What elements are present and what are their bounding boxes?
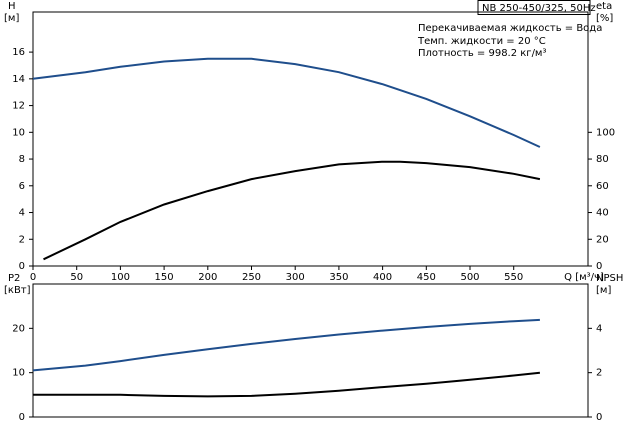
y-tick-label: 4 — [19, 208, 25, 219]
x-tick-label: 500 — [460, 272, 479, 283]
y-axis-label: H — [8, 1, 16, 12]
title-box — [477, 0, 591, 15]
y-tick-label: 10 — [12, 127, 25, 138]
x-tick-label: 150 — [155, 272, 174, 283]
y2-tick-label: 60 — [596, 181, 609, 192]
x-tick-label: 550 — [504, 272, 523, 283]
x-tick-label: 350 — [329, 272, 348, 283]
y-tick-label: 8 — [19, 154, 25, 165]
x-tick-label: 50 — [70, 272, 83, 283]
y-tick-label: 20 — [12, 323, 25, 334]
x-axis-label: Q [м³/ч] — [564, 272, 604, 283]
y-tick-label: 6 — [19, 181, 25, 192]
y2-tick-label: 4 — [596, 323, 602, 334]
y-axis-unit: [м] — [4, 13, 19, 24]
x-tick-label: 250 — [242, 272, 261, 283]
y-tick-label: 0 — [19, 412, 25, 423]
y2-axis-label: NPSH — [596, 273, 623, 284]
x-tick-label: 400 — [373, 272, 392, 283]
y2-axis-unit: [м] — [596, 285, 611, 296]
y2-tick-label: 0 — [596, 412, 602, 423]
y2-tick-label: 100 — [596, 127, 615, 138]
y2-axis-unit: [%] — [596, 13, 613, 24]
y-tick-label: 10 — [12, 368, 25, 379]
curve — [32, 57, 541, 148]
y2-tick-label: 0 — [596, 261, 602, 272]
y2-tick-label: 40 — [596, 208, 609, 219]
note: Перекачиваемая жидкость = Вода — [418, 23, 602, 34]
y-tick-label: 16 — [12, 47, 25, 58]
x-tick-label: 450 — [417, 272, 436, 283]
curve — [32, 318, 540, 372]
y2-tick-label: 80 — [596, 154, 609, 165]
x-tick-label: 300 — [286, 272, 305, 283]
y-tick-label: 0 — [19, 261, 25, 272]
plot-frame — [32, 283, 589, 418]
y2-tick-label: 2 — [596, 368, 602, 379]
y-axis-label: P2 — [8, 273, 20, 284]
chart-title: NB 250-450/325, 50Hz — [482, 3, 596, 14]
y-axis-unit: [кВт] — [4, 285, 31, 296]
y-tick-label: 2 — [19, 234, 25, 245]
y2-tick-label: 20 — [596, 234, 609, 245]
y-tick-label: 12 — [12, 101, 25, 112]
curve — [43, 160, 541, 261]
x-tick-label: 100 — [111, 272, 130, 283]
x-tick-label: 200 — [198, 272, 217, 283]
x-tick-label: 0 — [30, 272, 36, 283]
curve — [33, 371, 541, 398]
plot-frame — [32, 11, 589, 267]
note: Темп. жидкости = 20 °C — [417, 36, 546, 47]
note: Плотность = 998.2 кг/м³ — [418, 48, 547, 59]
y-tick-label: 14 — [12, 74, 25, 85]
y2-axis-label: eta — [596, 1, 612, 12]
